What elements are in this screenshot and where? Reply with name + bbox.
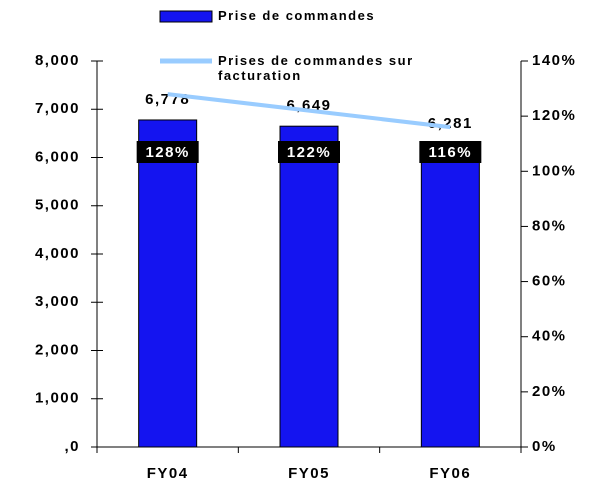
y2-tick-label: 100% bbox=[532, 162, 576, 179]
x-tick-label: FY06 bbox=[429, 465, 471, 482]
legend-label: Prises de commandes sur facturation bbox=[218, 53, 414, 83]
x-tick-label: FY04 bbox=[147, 465, 189, 482]
y2-tick-label: 40% bbox=[532, 328, 567, 345]
y2-tick-label: 120% bbox=[532, 107, 576, 124]
line-value-label: 122% bbox=[287, 144, 331, 161]
line-label-box bbox=[419, 141, 482, 163]
y2-tick-label: 140% bbox=[532, 52, 576, 69]
y-tick-label: 6,000 bbox=[35, 148, 80, 165]
y2-tick-label: 0% bbox=[532, 438, 557, 455]
line-value-label: 128% bbox=[145, 144, 189, 161]
bar bbox=[138, 119, 198, 448]
y-tick-label: 8,000 bbox=[35, 52, 80, 69]
legend-swatch bbox=[159, 10, 213, 23]
bar bbox=[279, 125, 339, 448]
y-tick-label: 5,000 bbox=[35, 197, 80, 214]
bar bbox=[420, 143, 480, 448]
y-tick-label: ,0 bbox=[64, 438, 80, 455]
legend-label: Prise de commandes bbox=[218, 8, 376, 23]
line-value-label: 116% bbox=[429, 144, 473, 161]
y-tick-label: 7,000 bbox=[35, 100, 80, 117]
line-label-box bbox=[136, 141, 199, 163]
y2-tick-label: 60% bbox=[532, 273, 567, 290]
line bbox=[167, 92, 451, 130]
y2-tick-label: 80% bbox=[532, 217, 567, 234]
x-tick-label: FY05 bbox=[288, 465, 330, 482]
y-tick-label: 3,000 bbox=[35, 293, 80, 310]
y-tick-label: 2,000 bbox=[35, 341, 80, 358]
y-tick-label: 4,000 bbox=[35, 245, 80, 262]
y2-tick-label: 20% bbox=[532, 383, 567, 400]
bar-value-label: 6,778 bbox=[145, 91, 190, 108]
y-tick-label: 1,000 bbox=[35, 390, 80, 407]
line-label-box bbox=[278, 141, 340, 163]
